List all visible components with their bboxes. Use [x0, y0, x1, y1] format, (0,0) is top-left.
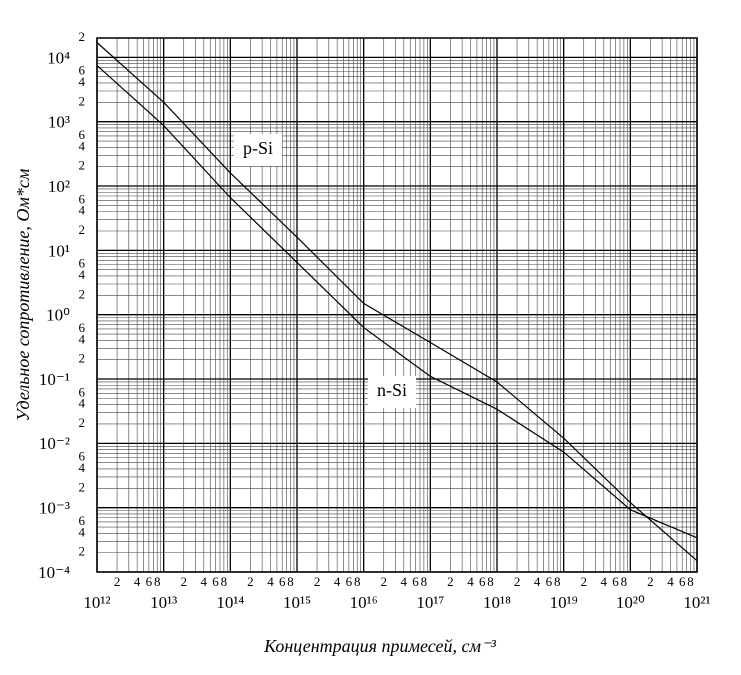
y-tick-label: 4	[79, 331, 86, 346]
x-tick-label: 4	[267, 574, 274, 589]
x-tick-label: 6	[479, 574, 486, 589]
x-tick-label: 10¹²	[83, 593, 110, 612]
y-tick-label: 2	[79, 93, 86, 108]
x-tick-label: 10¹⁹	[550, 593, 578, 612]
x-tick-label: 2	[314, 574, 321, 589]
x-tick-label: 10²⁰	[616, 593, 645, 612]
y-tick-label: 2	[79, 415, 86, 430]
y-tick-label: 2	[79, 29, 86, 44]
x-tick-label: 6	[679, 574, 686, 589]
y-tick-label: 2	[79, 479, 86, 494]
y-tick-label: 4	[79, 460, 86, 475]
y-tick-label: 2	[79, 286, 86, 301]
y-tick-label: 10⁴	[47, 48, 70, 67]
x-tick-label: 6	[612, 574, 619, 589]
x-tick-label: 2	[114, 574, 121, 589]
x-tick-label: 6	[212, 574, 219, 589]
x-tick-label: 2	[247, 574, 254, 589]
x-tick-label: 10¹⁷	[416, 593, 444, 612]
y-tick-label: 6	[79, 513, 86, 528]
y-tick-label: 4	[79, 267, 86, 282]
x-tick-label: 2	[380, 574, 387, 589]
x-tick-label: 4	[134, 574, 141, 589]
plot-frame	[96, 37, 698, 573]
y-tick-label: 10⁻²	[39, 434, 70, 453]
y-tick-label: 6	[79, 63, 86, 78]
series-line	[96, 42, 698, 562]
x-tick-label: 8	[287, 574, 294, 589]
y-tick-label: 10²	[48, 177, 70, 196]
y-tick-label: 6	[79, 256, 86, 271]
y-tick-label: 4	[79, 203, 86, 218]
y-tick-label: 4	[79, 524, 86, 539]
series-line	[96, 64, 698, 539]
x-tick-label: 8	[554, 574, 561, 589]
x-tick-label: 2	[447, 574, 454, 589]
x-tick-label: 4	[401, 574, 408, 589]
y-tick-label: 10¹	[48, 241, 70, 260]
y-tick-label: 2	[79, 158, 86, 173]
x-tick-label: 2	[180, 574, 187, 589]
y-tick-label: 10⁻¹	[39, 370, 70, 389]
x-tick-label: 4	[667, 574, 674, 589]
x-tick-label: 2	[514, 574, 521, 589]
y-tick-label: 6	[79, 449, 86, 464]
x-axis-label: Концентрация примесей, см⁻³	[263, 636, 496, 656]
series-label: n-Si	[377, 380, 407, 400]
y-tick-label: 10⁰	[46, 306, 70, 325]
x-tick-label: 8	[154, 574, 161, 589]
x-tick-label: 4	[334, 574, 341, 589]
x-tick-label: 6	[412, 574, 419, 589]
x-tick-label: 10¹⁵	[283, 593, 311, 612]
x-tick-label: 4	[201, 574, 208, 589]
x-tick-label: 2	[647, 574, 654, 589]
x-tick-label: 4	[534, 574, 541, 589]
y-tick-label: 2	[79, 222, 86, 237]
y-tick-label: 6	[79, 127, 86, 142]
x-tick-label: 6	[146, 574, 153, 589]
y-tick-label: 10³	[48, 113, 70, 132]
y-tick-label: 10⁻³	[39, 499, 70, 518]
y-tick-label: 2	[79, 351, 86, 366]
x-tick-label: 2	[580, 574, 587, 589]
y-tick-label: 6	[79, 384, 86, 399]
x-tick-label: 10²¹	[683, 593, 710, 612]
x-tick-label: 8	[621, 574, 628, 589]
x-tick-label: 10¹⁴	[216, 593, 244, 612]
x-tick-label: 10¹³	[150, 593, 177, 612]
x-tick-label: 6	[346, 574, 353, 589]
x-tick-label: 4	[601, 574, 608, 589]
y-tick-label: 4	[79, 74, 86, 89]
y-tick-label: 2	[79, 544, 86, 559]
y-tick-label: 10⁻⁴	[38, 563, 70, 582]
x-tick-label: 6	[279, 574, 286, 589]
y-tick-label: 4	[79, 396, 86, 411]
x-tick-label: 8	[687, 574, 694, 589]
x-tick-label: 10¹⁸	[483, 593, 511, 612]
x-tick-label: 8	[421, 574, 428, 589]
legend-box	[234, 134, 282, 166]
x-tick-label: 8	[487, 574, 494, 589]
legend-box	[368, 376, 416, 408]
y-axis-label: Удельное сопротивление, Ом*см	[13, 168, 33, 421]
y-tick-label: 6	[79, 320, 86, 335]
y-tick-label: 4	[79, 138, 86, 153]
x-tick-label: 6	[546, 574, 553, 589]
x-tick-label: 4	[467, 574, 474, 589]
x-tick-label: 8	[221, 574, 228, 589]
x-tick-label: 8	[354, 574, 361, 589]
x-tick-label: 10¹⁶	[350, 593, 378, 612]
y-tick-label: 6	[79, 191, 86, 206]
series-label: p-Si	[243, 138, 273, 158]
